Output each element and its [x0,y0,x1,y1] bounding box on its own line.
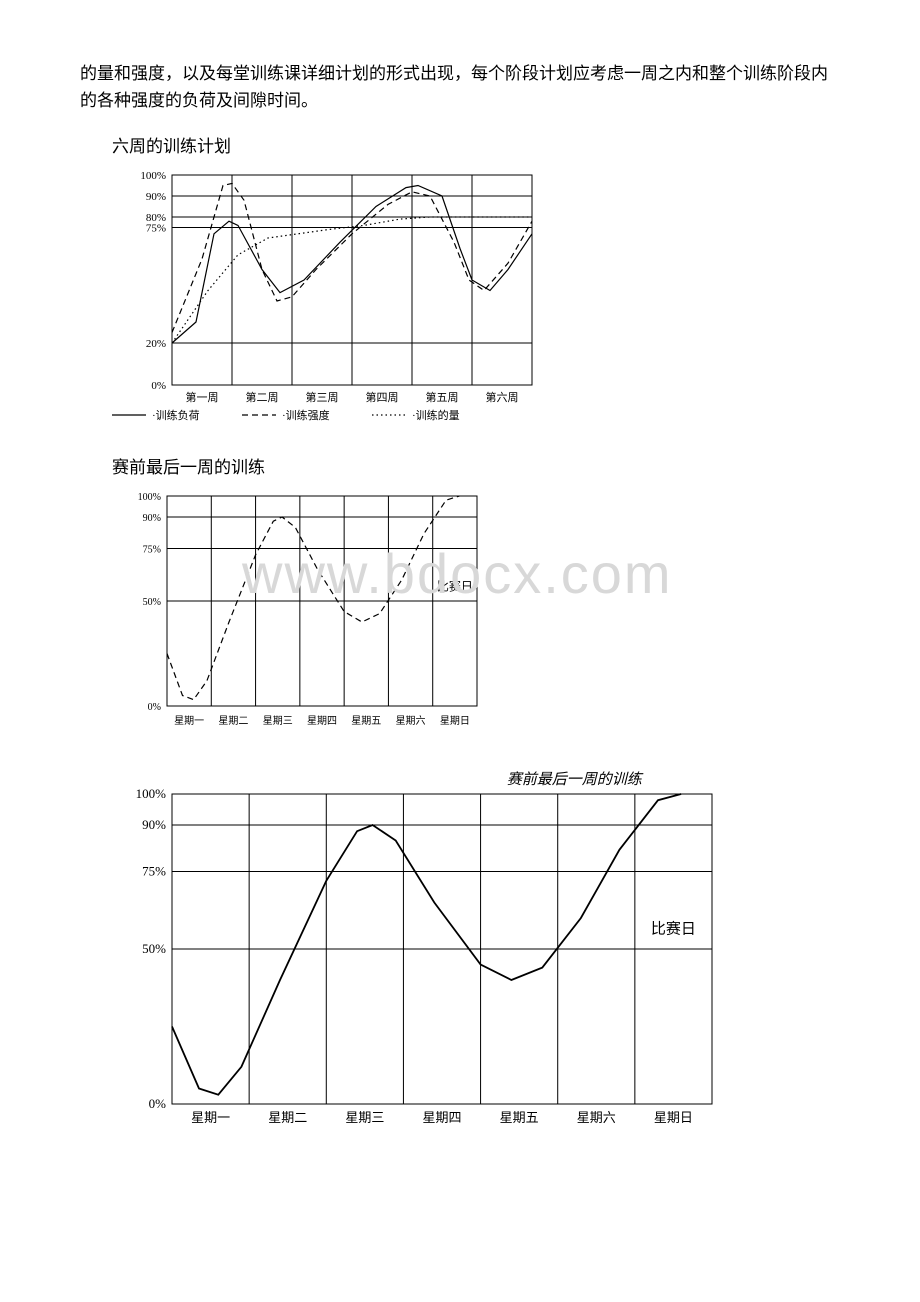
svg-text:星期日: 星期日 [654,1110,693,1125]
svg-text:星期六: 星期六 [396,715,426,727]
chart3-wrap: 赛前最后一周的训练 100% 90% 75% 50% 0% 星期一 星期二 星期三 星期四 星期五 星… [112,764,840,1144]
chart1: 100%90%80%75%20%0%第一周第二周第三周第四周第五周第六周·训练负… [112,165,840,425]
svg-text:75%: 75% [142,864,166,879]
svg-text:第五周: 第五周 [426,390,459,404]
svg-text:第三周: 第三周 [306,390,339,404]
svg-text:星期一: 星期一 [191,1110,230,1125]
svg-text:第二周: 第二周 [246,390,279,404]
svg-text:100%: 100% [136,786,167,801]
svg-text:星期四: 星期四 [422,1110,461,1125]
svg-text:比赛日: 比赛日 [651,921,696,938]
svg-text:·训练强度: ·训练强度 [282,408,330,422]
svg-text:100%: 100% [138,492,161,503]
chart1-title: 六周的训练计划 [112,132,840,157]
svg-text:第四周: 第四周 [366,390,399,404]
chart2-wrap: 100%90%75%50%0%星期一星期二星期三星期四星期五星期六星期日比赛日 … [112,486,840,736]
svg-text:比赛日: 比赛日 [437,579,473,594]
svg-text:90%: 90% [146,191,166,203]
svg-text:100%: 100% [140,170,166,182]
svg-text:75%: 75% [143,545,161,556]
svg-text:星期二: 星期二 [218,715,248,727]
svg-text:90%: 90% [143,513,161,524]
chart2: 100% 90% 75% 50% 0% 星期一 星期二 星期三 星期四 星期五 星期六 星期日 比赛日 [112,486,840,736]
chart3: 赛前最后一周的训练 100% 90% 75% 50% 0% 星期一 星期二 星期三 星期四 星期五 星… [112,764,840,1144]
svg-text:0%: 0% [148,702,161,713]
svg-text:星期五: 星期五 [351,715,381,727]
svg-text:0%: 0% [149,1096,167,1111]
svg-text:50%: 50% [143,597,161,608]
svg-text:75%: 75% [146,223,166,235]
svg-text:第一周: 第一周 [186,390,219,404]
svg-text:0%: 0% [151,380,166,392]
svg-text:星期三: 星期三 [263,715,293,727]
svg-text:第六周: 第六周 [486,390,519,404]
svg-text:星期三: 星期三 [345,1110,384,1125]
svg-text:赛前最后一周的训练: 赛前最后一周的训练 [507,771,644,788]
svg-text:20%: 20% [146,338,166,350]
svg-text:·训练的量: ·训练的量 [412,408,460,422]
svg-text:星期六: 星期六 [577,1110,616,1125]
svg-text:90%: 90% [142,817,166,832]
svg-text:星期一: 星期一 [174,715,204,727]
svg-text:星期四: 星期四 [307,715,337,727]
svg-text:星期日: 星期日 [440,715,470,727]
svg-text:星期二: 星期二 [268,1110,307,1125]
chart1-wrap: 100%90%80%75%20%0%第一周第二周第三周第四周第五周第六周·训练负… [112,165,840,425]
svg-text:·训练负荷: ·训练负荷 [152,408,200,422]
svg-text:星期五: 星期五 [500,1110,539,1125]
chart2-title: 赛前最后一周的训练 [112,453,840,478]
intro-paragraph: 的量和强度，以及每堂训练课详细计划的形式出现，每个阶段计划应考虑一周之内和整个训… [80,60,840,114]
svg-text:50%: 50% [142,941,166,956]
